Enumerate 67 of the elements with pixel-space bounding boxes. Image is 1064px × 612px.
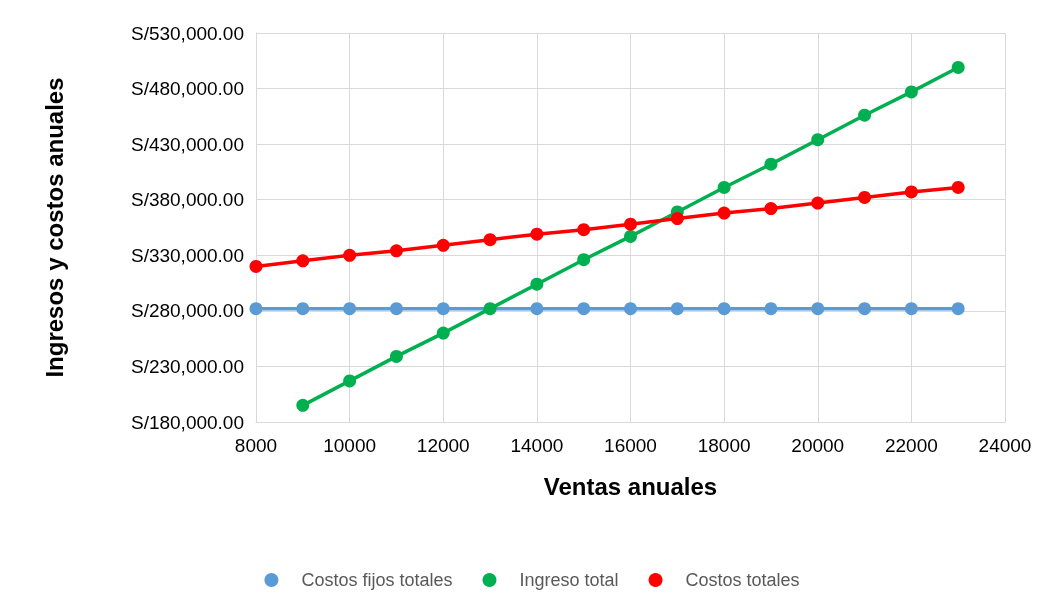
point (764, 202, 778, 216)
point (483, 233, 497, 247)
point (764, 302, 778, 316)
point (811, 302, 825, 316)
y-tick-label: S/380,000.00 (130, 189, 244, 211)
y-tick-label: S/180,000.00 (130, 411, 244, 433)
point (296, 398, 310, 412)
x-tick-label: 22000 (884, 435, 938, 456)
point (717, 302, 731, 316)
x-tick-label: 16000 (604, 435, 657, 456)
point (811, 133, 825, 147)
x-axis-title: Ventas anuales (543, 472, 718, 500)
point (530, 277, 544, 291)
point (670, 212, 684, 226)
y-axis-title: Ingresos y costos anuales (40, 77, 68, 378)
point (624, 302, 637, 316)
x-tick-label: 18000 (697, 435, 751, 456)
point (717, 206, 731, 220)
y-tick-label: S/230,000.00 (130, 355, 244, 377)
x-tick-label: 8000 (234, 435, 278, 456)
y-tick-label: S/480,000.00 (130, 78, 244, 100)
y-tick-label: S/280,000.00 (130, 300, 244, 322)
point (904, 185, 918, 199)
point (343, 374, 357, 388)
legend-label: Costos fijos totales (301, 570, 453, 590)
point (904, 85, 918, 99)
point (343, 248, 357, 262)
point (389, 302, 403, 316)
y-tick-label: S/530,000.00 (130, 22, 244, 44)
point (530, 302, 544, 316)
legend-label: Costos totales (685, 570, 800, 590)
point (858, 108, 872, 122)
point (624, 229, 637, 243)
point (951, 302, 965, 316)
point (436, 302, 450, 316)
point (624, 217, 637, 231)
point (764, 157, 778, 171)
point (577, 223, 591, 237)
point (577, 253, 591, 267)
point (249, 259, 263, 273)
point (389, 244, 403, 258)
legend-label: Ingreso total (519, 570, 619, 590)
point (389, 349, 403, 363)
x-tick-label: 24000 (978, 435, 1032, 456)
point (577, 302, 591, 316)
point (436, 326, 450, 340)
point (436, 238, 450, 252)
x-tick-label: 20000 (791, 435, 845, 456)
point (483, 302, 497, 316)
point (811, 196, 825, 210)
point (670, 302, 684, 316)
x-tick-label: 14000 (510, 435, 564, 456)
point (249, 302, 263, 316)
point (717, 180, 731, 194)
point (296, 302, 310, 316)
point (530, 227, 544, 241)
y-tick-label: S/330,000.00 (130, 244, 244, 266)
x-tick-label: 10000 (323, 435, 377, 456)
point (951, 60, 965, 74)
point (858, 302, 872, 316)
point (296, 254, 310, 268)
point (858, 190, 872, 204)
point (951, 180, 965, 194)
point (343, 302, 357, 316)
x-tick-label: 12000 (416, 435, 470, 456)
y-tick-label: S/430,000.00 (130, 133, 244, 155)
point (904, 302, 918, 316)
